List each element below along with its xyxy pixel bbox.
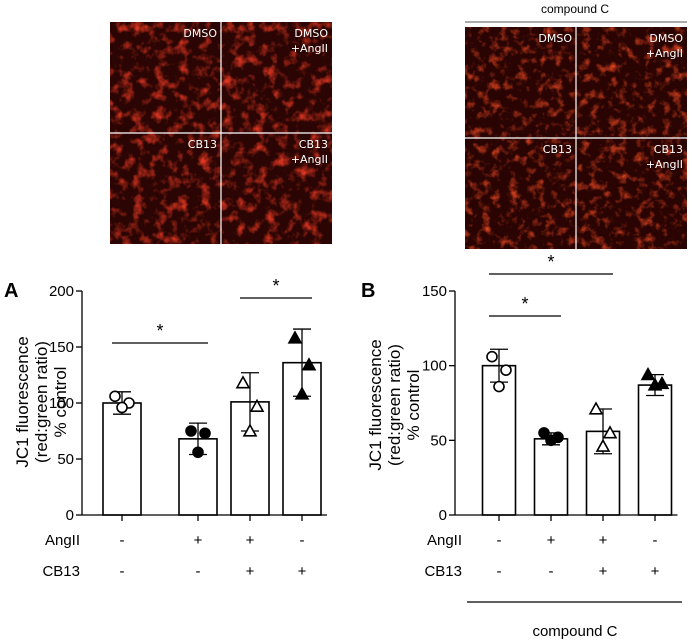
chart-b-point-1-3 <box>493 380 505 393</box>
chart-a-point-2-1 <box>185 425 197 437</box>
chart-a-point-4-3 <box>294 386 310 400</box>
chart-a-row-cb13-value-2: - <box>196 563 201 580</box>
chart-a-y-tick-label-4: 200 <box>49 283 74 300</box>
chart-b-significance-mark-1: * <box>521 294 528 314</box>
chart-a-ylabel-line-2: (red:green ratio) <box>32 341 51 463</box>
chart-a-significance-mark-2: * <box>272 276 279 296</box>
chart-b-y-tick-label-0: 0 <box>439 507 447 524</box>
chart-b-row-angii-value-4: - <box>653 532 658 549</box>
micrograph-right: compound C DMSO DMSO +AngII CB13 CB13 +A… <box>465 2 687 249</box>
chart-b-row-cb13-value-1: - <box>497 563 502 580</box>
chart-b-point-1-1 <box>486 350 498 363</box>
chart-b-bar-4 <box>637 384 673 516</box>
chart-b-bar-2 <box>533 438 569 516</box>
chart-b-row-label-cb13: CB13 <box>424 563 462 580</box>
chart-a-row-label-angii: AngII <box>45 532 80 549</box>
chart-a-ylabel-line-1: JC1 fluorescence <box>13 336 32 467</box>
chart-a-point-2-2 <box>199 427 211 440</box>
chart-b-point-3-1 <box>588 401 604 415</box>
chart-b-ylabel-line-1: JC1 fluorescence <box>366 339 385 470</box>
chart-b-row-label-angii: AngII <box>427 532 462 549</box>
chart-a-point-3-1 <box>235 375 251 389</box>
chart-a-point-3-2 <box>249 398 265 412</box>
chart-a-row-cb13-value-4: + <box>298 563 307 580</box>
micrograph-right-tile-4-label-a: CB13 <box>654 143 683 156</box>
micrograph-left-tile-3-label: CB13 <box>188 138 217 151</box>
chart-b-row-angii-value-1: - <box>497 532 502 549</box>
chart-b-row-angii-value-2: + <box>547 532 556 549</box>
micrograph-right-tile-2-label-b: +AngII <box>646 47 683 60</box>
chart-b-panel-label: B <box>361 280 375 302</box>
micrograph-right-tile-4-label-b: +AngII <box>646 158 683 171</box>
micrograph-right-tile-1-label: DMSO <box>538 32 572 45</box>
chart-b-row-cb13-value-4: + <box>651 563 660 580</box>
chart-a-row-label-cb13: CB13 <box>42 563 80 580</box>
chart-b-ylabel: JC1 fluorescence (red:green ratio) % con… <box>366 339 423 470</box>
chart-a-y-tick-label-3: 150 <box>49 339 74 356</box>
chart-a-bar-1 <box>102 402 142 516</box>
chart-b-ylabel-line-3: % control <box>404 370 423 441</box>
chart-a-panel-label: A <box>4 280 18 302</box>
chart-a-y-tick-label-1: 50 <box>57 451 74 468</box>
micrograph-left-tile-2-label-a: DMSO <box>294 27 328 40</box>
chart-b-point-2-3 <box>545 434 557 447</box>
chart-a-point-1-3 <box>116 401 128 414</box>
chart-a-ylabel: JC1 fluorescence (red:green ratio) % con… <box>13 336 70 467</box>
chart-a-marks: 0 50 100 150 200 AngII - + + - CB13 - - + + * * <box>42 276 327 580</box>
chart-a-ylabel-line-3: % control <box>51 367 70 438</box>
chart-b-point-3-2 <box>602 425 618 439</box>
chart-a-row-cb13-value-1: - <box>120 563 125 580</box>
chart-a-row-angii-value-1: - <box>120 532 125 549</box>
chart-a-point-3-3 <box>242 423 258 437</box>
chart-b-significance-mark-2: * <box>547 252 554 272</box>
chart-a-row-angii-value-2: + <box>194 532 203 549</box>
chart-b-y-tick-label-1: 50 <box>430 432 447 449</box>
chart-b-point-4-3 <box>647 377 663 391</box>
chart-b-row-angii-value-3: + <box>599 532 608 549</box>
chart-b-ylabel-line-2: (red:green ratio) <box>385 344 404 466</box>
chart-b-row-cb13-value-3: + <box>599 563 608 580</box>
chart-a-row-angii-value-4: - <box>300 532 305 549</box>
chart-a-point-2-3 <box>192 446 204 459</box>
chart-a-point-4-2 <box>301 357 317 371</box>
chart-a-y-tick-label-2: 100 <box>49 395 74 412</box>
chart-a-y-tick-label-0: 0 <box>66 507 74 524</box>
micrograph-left: DMSO DMSO +AngII CB13 CB13 +AngII <box>110 22 332 244</box>
micrograph-right-tile-3-label: CB13 <box>543 143 572 156</box>
chart-b-point-1-2 <box>500 364 512 376</box>
chart-a: A JC1 fluorescence (red:green ratio) % c… <box>4 276 327 580</box>
chart-b-point-2-1 <box>538 427 550 439</box>
micrograph-left-tile-4-label-b: +AngII <box>291 153 328 166</box>
chart-a-point-4-1 <box>287 330 303 344</box>
chart-b-point-4-1 <box>640 366 656 381</box>
chart-a-significance-mark-1: * <box>156 321 163 341</box>
chart-b-point-3-3 <box>595 438 611 452</box>
micrograph-right-tile-2-label-a: DMSO <box>649 32 683 45</box>
chart-b-row-cb13-value-2: - <box>549 563 554 580</box>
chart-a-row-cb13-value-3: + <box>246 563 255 580</box>
chart-a-row-angii-value-3: + <box>246 532 255 549</box>
chart-b-footer: compound C <box>532 623 617 640</box>
chart-b-y-tick-label-3: 150 <box>422 283 447 300</box>
micrograph-left-tile-4-label-a: CB13 <box>299 138 328 151</box>
chart-b: B JC1 fluorescence (red:green ratio) % c… <box>361 252 682 640</box>
micrograph-left-tile-1-label: DMSO <box>183 27 217 40</box>
micrograph-right-header: compound C <box>541 2 609 16</box>
chart-b-marks: 0 50 100 150 AngII - + + - CB13 - - + + * * <box>422 252 678 580</box>
chart-a-point-1-1 <box>109 390 121 403</box>
chart-b-y-tick-label-2: 100 <box>422 358 447 375</box>
micrograph-left-tile-2-label-b: +AngII <box>291 42 328 55</box>
